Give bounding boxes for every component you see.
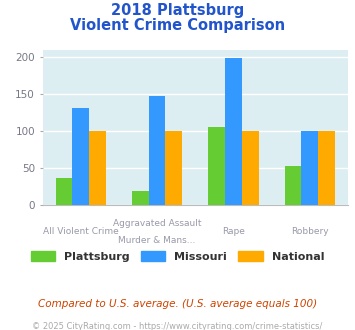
Bar — [318, 131, 335, 205]
Text: Murder & Mans...: Murder & Mans... — [119, 236, 196, 245]
Bar — [72, 108, 89, 205]
Bar — [208, 127, 225, 205]
Legend: Plattsburg, Missouri, National: Plattsburg, Missouri, National — [27, 247, 328, 267]
Bar — [56, 178, 72, 205]
Bar — [89, 131, 106, 205]
Bar — [149, 96, 165, 205]
Text: Rape: Rape — [222, 227, 245, 236]
Bar — [301, 131, 318, 205]
Text: Robbery: Robbery — [291, 227, 328, 236]
Bar — [285, 166, 301, 205]
Bar — [225, 58, 242, 205]
Text: All Violent Crime: All Violent Crime — [43, 227, 119, 236]
Text: 2018 Plattsburg: 2018 Plattsburg — [111, 3, 244, 18]
Bar — [165, 131, 182, 205]
Text: Aggravated Assault: Aggravated Assault — [113, 219, 201, 228]
Text: Violent Crime Comparison: Violent Crime Comparison — [70, 18, 285, 33]
Bar — [242, 131, 258, 205]
Bar — [132, 190, 149, 205]
Text: Compared to U.S. average. (U.S. average equals 100): Compared to U.S. average. (U.S. average … — [38, 299, 317, 309]
Text: © 2025 CityRating.com - https://www.cityrating.com/crime-statistics/: © 2025 CityRating.com - https://www.city… — [32, 322, 323, 330]
